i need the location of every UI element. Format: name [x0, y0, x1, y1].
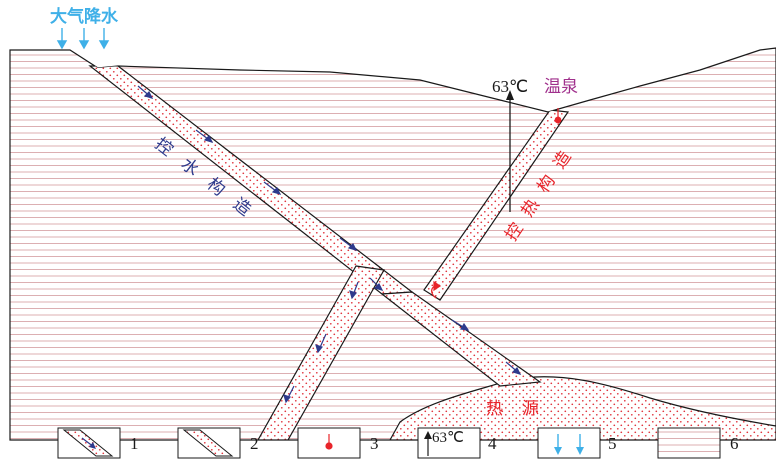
legend-number: 4: [488, 434, 497, 453]
precipitation-label: 大气降水: [50, 6, 119, 27]
temperature-arrow-head: [506, 90, 514, 100]
legend-item-5: 5: [537, 427, 617, 459]
legend-number: 2: [250, 434, 259, 453]
heat-source-zone: [388, 376, 776, 440]
legend-number: 5: [608, 434, 617, 453]
precipitation-arrows: [56, 28, 110, 50]
heat-source-char: 源: [522, 399, 539, 419]
hot-spring-label: 温泉: [544, 77, 578, 97]
heat-flow-arrow: [431, 280, 442, 299]
legend-number: 6: [730, 434, 739, 453]
legend-number: 3: [370, 434, 379, 453]
temperature-label: 63℃: [492, 77, 528, 96]
layered-rock-body: [9, 47, 776, 441]
legend: 1 2 3 63℃ 4 5: [57, 427, 739, 459]
heat-source-char: 热: [486, 399, 503, 419]
legend-item-1: 1: [57, 427, 139, 459]
legend-item-4: 63℃ 4: [417, 427, 497, 459]
hot-spring-point: [554, 116, 562, 124]
water-control-fault-lower: [380, 291, 542, 387]
legend-temp-text: 63℃: [432, 430, 464, 446]
legend-item-6: 6: [657, 427, 739, 459]
heat-control-fault: [423, 109, 570, 301]
legend-item-3: 3: [297, 427, 379, 459]
legend-number: 1: [130, 434, 139, 453]
legend-item-2: 2: [177, 427, 259, 459]
water-flow-arrows: [137, 85, 522, 404]
